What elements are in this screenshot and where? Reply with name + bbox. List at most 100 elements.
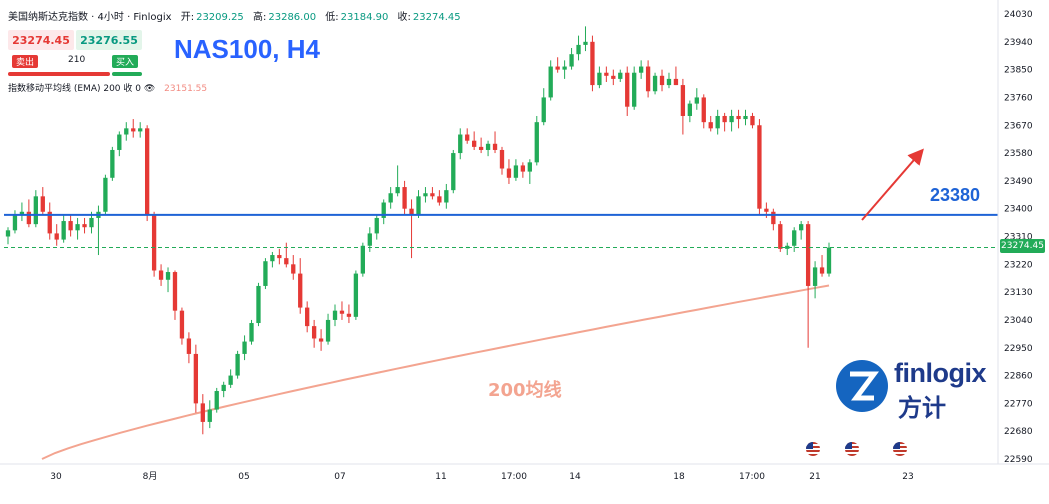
candle-body	[638, 66, 644, 73]
candle-body	[485, 143, 491, 150]
current-price-tag: 23274.45	[1000, 239, 1045, 253]
trend-arrow	[861, 148, 924, 221]
candle-body	[451, 153, 456, 191]
candle-body	[757, 125, 762, 209]
candle-body	[534, 122, 539, 163]
candle-body	[701, 97, 706, 123]
buy-button[interactable]: 买入	[111, 55, 138, 68]
candle-body	[395, 187, 400, 194]
x-tick-label: 17:00	[501, 472, 527, 482]
us-flag-icon[interactable]	[806, 442, 820, 456]
quantity-field[interactable]: 210	[68, 55, 86, 65]
candle-body	[812, 267, 818, 286]
y-tick-label: 23760	[1004, 93, 1033, 103]
candle-body	[611, 75, 616, 79]
us-flag-icon[interactable]	[893, 442, 907, 456]
time-axis: 30 8月 05 07 11 17:00 14 18 17:00 21 23	[0, 463, 1049, 482]
candle-body	[332, 310, 338, 320]
candle-body	[249, 323, 254, 342]
candle-body	[172, 272, 178, 311]
y-tick-label: 22950	[1004, 344, 1033, 354]
high-label: 高:	[252, 12, 267, 23]
us-flag-icon[interactable]	[845, 442, 859, 456]
candle-body	[799, 224, 804, 231]
candle-body	[325, 319, 331, 342]
candle-body	[520, 165, 526, 172]
candle-body	[472, 140, 477, 147]
eye-icon[interactable]: 👁	[143, 84, 156, 94]
candle-body	[805, 224, 811, 286]
y-tick-label: 23040	[1004, 316, 1033, 326]
sell-button[interactable]: 卖出	[12, 55, 39, 68]
y-tick-label: 23130	[1004, 288, 1033, 298]
candle-body	[256, 285, 261, 324]
candles	[5, 26, 832, 435]
candle-body	[785, 245, 790, 249]
candle-body	[694, 97, 699, 104]
candle-body	[430, 193, 435, 197]
logo-text-cn: 方计	[898, 394, 946, 422]
candle-body	[819, 267, 825, 274]
candle-body	[409, 208, 414, 215]
sell-ratio-bar	[8, 72, 110, 76]
candle-body	[715, 115, 720, 129]
y-tick-label: 22590	[1004, 455, 1033, 465]
logo-icon	[836, 360, 888, 412]
y-tick-label: 23310	[1004, 233, 1033, 243]
finlogix-logo: finlogix 方计	[836, 358, 996, 422]
close-value: 23274.45	[412, 12, 461, 23]
y-tick-label: 23490	[1004, 177, 1033, 187]
candle-body	[632, 72, 637, 107]
candle-body	[103, 177, 108, 212]
candle-body	[374, 217, 379, 234]
candle-body	[151, 214, 157, 271]
candle-body	[437, 196, 442, 203]
candle-body	[305, 307, 310, 327]
high-value: 23286.00	[268, 12, 317, 23]
trade-panel: 23274.45 23276.55 卖出 210 买入	[8, 30, 142, 78]
candle-body	[165, 272, 171, 280]
candle-body	[673, 78, 679, 86]
sell-price-button[interactable]: 23274.45	[8, 30, 74, 50]
ema-indicator-legend: 指数移动平均线 (EMA) 200 收 0 👁 23151.55	[8, 81, 207, 94]
candle-body	[242, 341, 247, 354]
instrument-header: 美国纳斯达克指数 · 4小时 · Finlogix 开: 23209.25 高: 2…	[8, 8, 461, 23]
candle-body	[736, 115, 741, 120]
candle-body	[124, 128, 129, 135]
candle-body	[158, 270, 164, 280]
candle-body	[47, 211, 52, 234]
candle-body	[513, 165, 519, 178]
x-tick-label: 07	[334, 472, 345, 482]
candle-body	[263, 261, 268, 286]
candle-body	[562, 66, 567, 70]
candle-body	[618, 72, 623, 79]
candle-body	[569, 54, 574, 67]
candle-body	[193, 353, 199, 404]
candle-body	[423, 193, 428, 197]
buy-price-button[interactable]: 23276.55	[76, 30, 142, 50]
candle-body	[499, 149, 505, 169]
candle-body	[339, 310, 345, 314]
candle-body	[291, 264, 296, 274]
candle-body	[298, 273, 303, 308]
candle-body	[416, 196, 421, 215]
candle-body	[402, 187, 407, 209]
candle-body	[26, 211, 32, 225]
candle-body	[527, 162, 532, 172]
candle-body	[214, 391, 219, 410]
candle-body	[388, 193, 393, 203]
y-tick-label: 23220	[1004, 260, 1033, 270]
candle-body	[186, 338, 192, 354]
y-tick-label: 22860	[1004, 372, 1033, 382]
candle-body	[590, 41, 595, 86]
y-tick-label: 23400	[1004, 205, 1033, 215]
logo-text: finlogix	[894, 358, 987, 388]
candle-body	[270, 255, 275, 262]
price-axis: 24030 23940 23850 23760 23670 23580 23490 23400…	[997, 0, 1033, 465]
candle-body	[277, 255, 282, 259]
candle-body	[33, 196, 38, 225]
close-label: 收:	[397, 12, 411, 23]
candle-body	[54, 233, 59, 240]
candle-body	[75, 224, 80, 231]
